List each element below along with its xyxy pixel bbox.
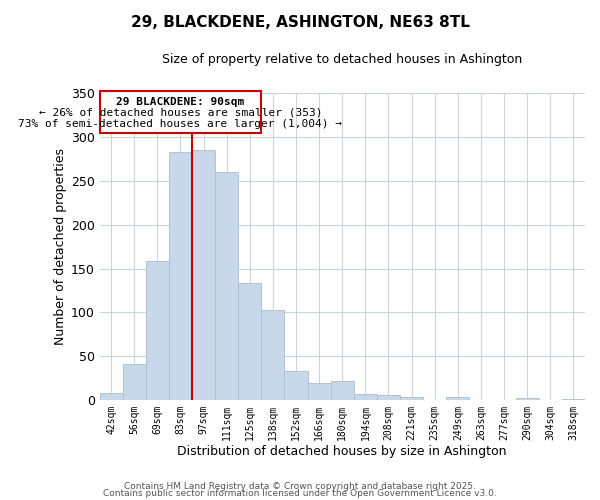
Bar (515, 398, 539, 400)
Bar (354, 394, 377, 400)
Bar (400, 396, 423, 400)
X-axis label: Distribution of detached houses by size in Ashington: Distribution of detached houses by size … (178, 444, 507, 458)
Bar (146, 260, 169, 400)
Bar (100, 393, 122, 400)
Bar (122, 364, 146, 400)
Y-axis label: Number of detached properties: Number of detached properties (53, 148, 67, 345)
Bar (331, 381, 354, 400)
Bar (215, 172, 238, 400)
Text: 29, BLACKDENE, ASHINGTON, NE63 8TL: 29, BLACKDENE, ASHINGTON, NE63 8TL (131, 15, 469, 30)
Bar (308, 382, 331, 400)
Bar (100, 92, 261, 132)
Text: 73% of semi-detached houses are larger (1,004) →: 73% of semi-detached houses are larger (… (19, 120, 343, 130)
Bar (192, 150, 215, 400)
Text: 29 BLACKDENE: 90sqm: 29 BLACKDENE: 90sqm (116, 96, 245, 106)
Bar (446, 396, 469, 400)
Text: ← 26% of detached houses are smaller (353): ← 26% of detached houses are smaller (35… (38, 108, 322, 118)
Text: Contains public sector information licensed under the Open Government Licence v3: Contains public sector information licen… (103, 490, 497, 498)
Bar (169, 152, 192, 400)
Bar (262, 310, 284, 400)
Bar (377, 395, 400, 400)
Text: Contains HM Land Registry data © Crown copyright and database right 2025.: Contains HM Land Registry data © Crown c… (124, 482, 476, 491)
Title: Size of property relative to detached houses in Ashington: Size of property relative to detached ho… (162, 52, 523, 66)
Bar (238, 284, 262, 400)
Bar (284, 372, 308, 400)
